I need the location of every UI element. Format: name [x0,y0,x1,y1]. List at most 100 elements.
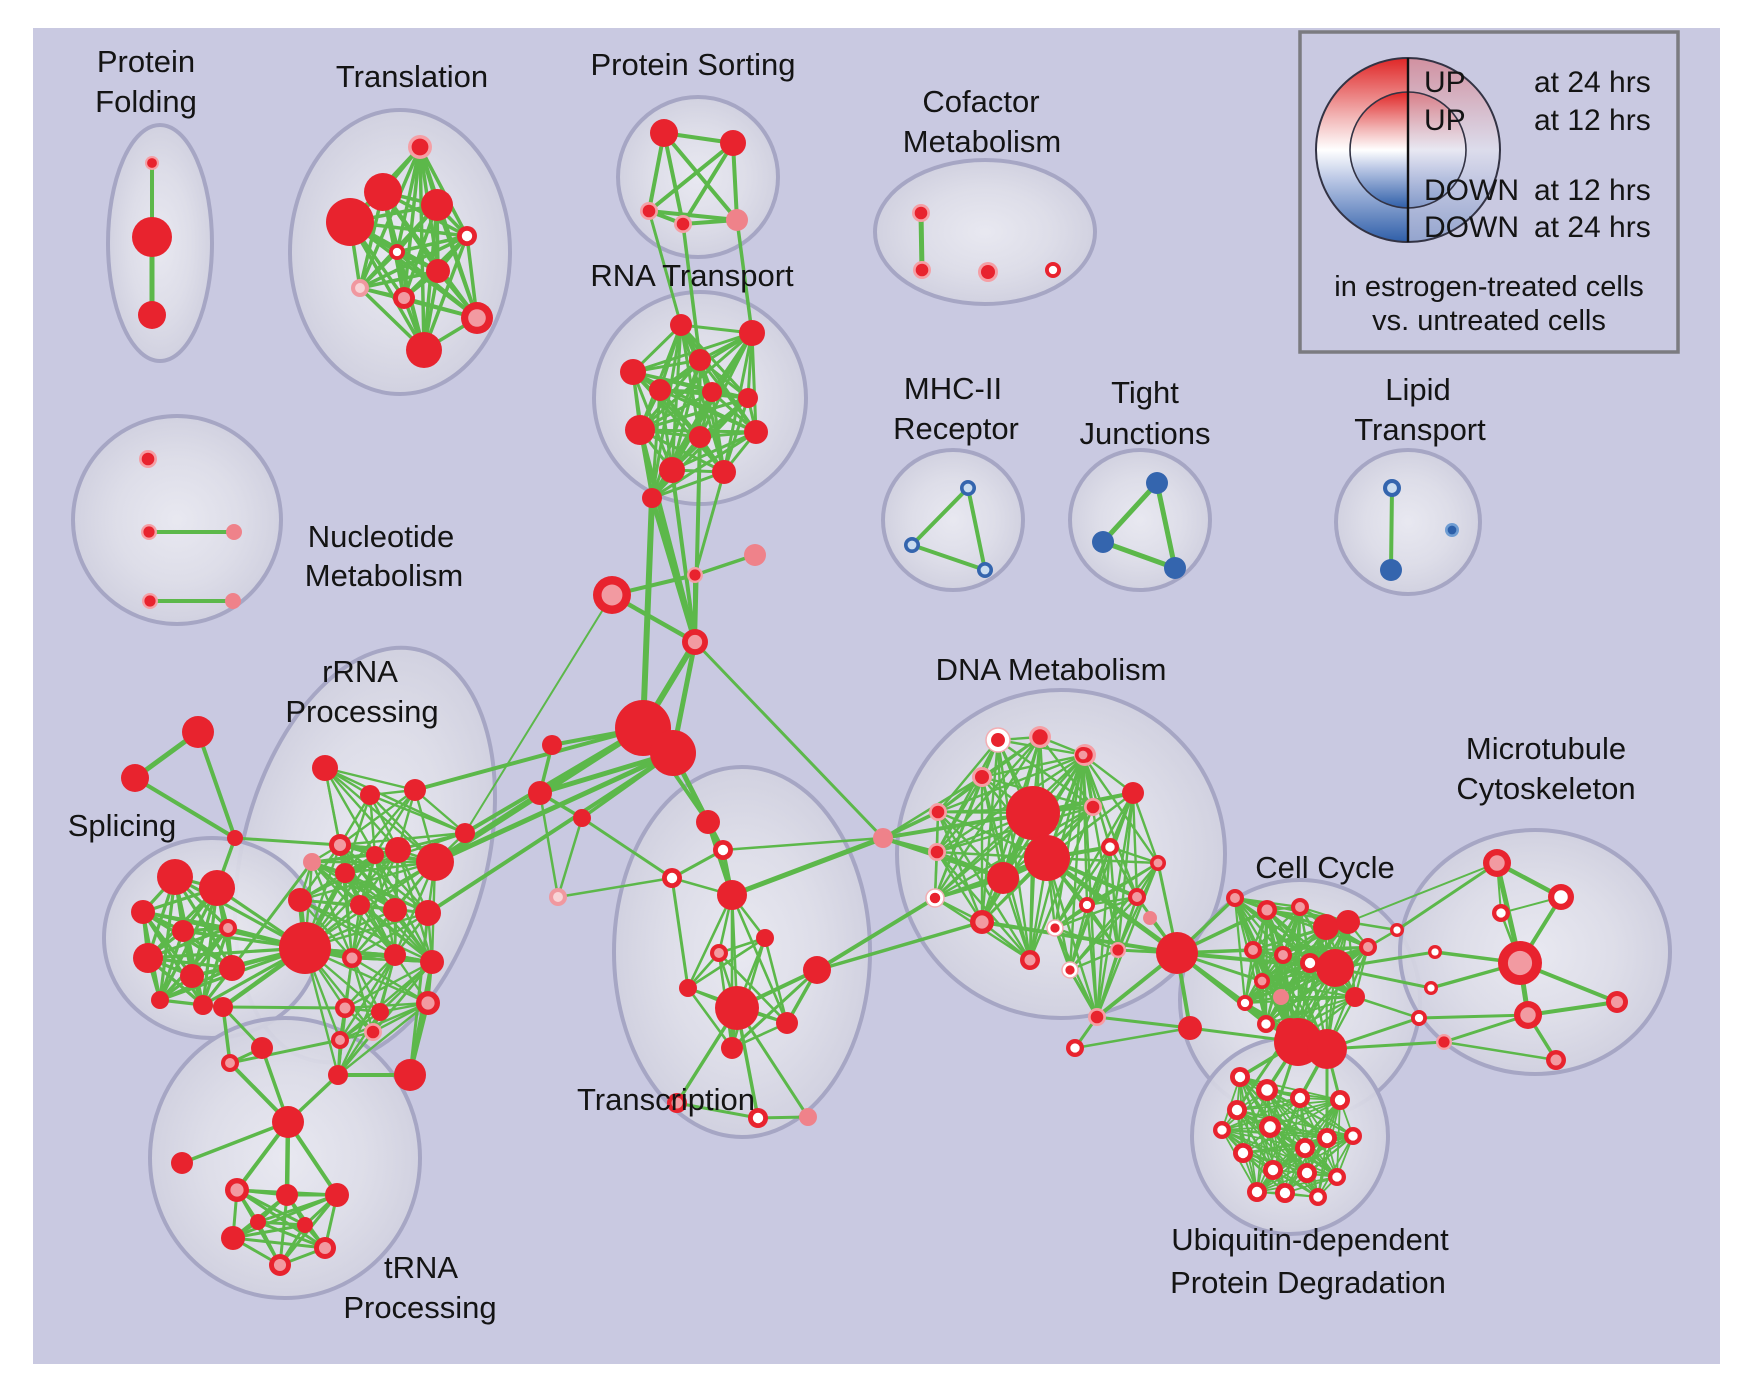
node-b8-center [553,892,563,902]
node-rt12 [712,460,736,484]
edge-cc14-cc18 [1288,945,1370,1034]
edge-u3-u14 [1256,1097,1301,1193]
edge-d19-d24 [1081,753,1120,952]
node-sp1 [157,859,193,895]
node-r17 [420,950,444,974]
node-r18-center [339,1002,351,1014]
node-r14 [279,922,331,974]
node-u10-center [1237,1147,1249,1159]
edge-r2-r7 [368,793,377,857]
node-d18-center [1153,858,1163,868]
node-r21-center [335,1035,345,1045]
node-d13-center [929,892,941,904]
edge-cc12-cc17 [1243,995,1357,1005]
edge-r18-r20 [343,1001,430,1010]
node-mt10-center [1438,1036,1450,1048]
edge-tr2-p1 [721,836,885,852]
edge-u3-u5 [1236,1097,1301,1111]
edge-d21-d24 [1081,753,1099,1019]
edge-mh2-mh3 [910,543,987,572]
cluster-label-nucleotide-metabolism-line1: Nucleotide [308,519,454,554]
node-b1-center [689,569,701,581]
node-x5 [394,1059,426,1091]
node-t8-center [355,283,365,293]
edge-u12-u17 [1221,1129,1308,1174]
node-mh1-center [963,483,973,493]
node-ps2 [720,130,746,156]
node-tr10 [721,1037,743,1059]
edge-r13-r15 [350,911,430,960]
node-mt8-center [1610,995,1624,1009]
node-t4 [421,189,453,221]
cluster-label-trna-processing-line2: Processing [343,1290,496,1325]
cluster-label-rna-transport-line1: RNA Transport [590,258,794,293]
edge-d22-d25 [1073,1026,1192,1050]
node-rt11 [659,457,685,483]
edge-ps2-ps3 [647,141,735,213]
node-cc6-center [1248,945,1258,955]
node-tj1 [1146,472,1168,494]
node-d23-center [1024,954,1036,966]
cluster-cofactor-metabolism [873,158,1097,306]
legend-direction-label-4: DOWN [1424,211,1519,244]
edge-d5-d23 [936,810,1032,962]
cluster-mhc-ii-receptor [881,448,1025,592]
node-sp4 [172,920,194,942]
node-t7 [426,259,450,283]
cluster-tight-junctions [1068,448,1212,592]
node-cc10-center [1257,976,1267,986]
node-sp2 [199,870,235,906]
node-tn0 [272,1106,304,1138]
node-b2 [744,544,766,566]
node-u7-center [1299,1142,1311,1154]
node-d12-center [1086,800,1100,814]
node-u11-center [1267,1164,1279,1176]
edge-mt9-mt7 [1417,1013,1530,1020]
node-tr5 [756,929,774,947]
node-x1-center [225,1058,235,1068]
edge-rt12-rt13 [650,470,726,500]
edge-tr5-tr7 [686,936,767,990]
edge-cc7-cc18 [1281,945,1370,957]
node-tr3-center [666,872,678,884]
node-u6-center [1264,1121,1276,1133]
node-tn1-center [230,1183,244,1197]
node-mt1-center [1489,855,1505,871]
edge-r2-r23 [368,793,467,835]
cluster-label-lipid-transport-line2: Transport [1354,412,1486,447]
edge-d10-d17 [1108,845,1139,899]
edge-sp6-r14 [146,946,307,960]
edge-d17-d24 [1081,753,1139,899]
cluster-label-cell-cycle-line1: Cell Cycle [1255,850,1395,885]
edge-u4-u5 [1236,1099,1341,1111]
node-d9 [987,862,1019,894]
edge-r16-r21 [338,953,397,1042]
node-mt12-center [1550,1054,1562,1066]
cluster-label-nucleotide-metabolism-line2: Metabolism [305,558,464,593]
node-t2 [326,198,374,246]
edge-cc5-mt1 [1347,862,1498,923]
node-rt13 [642,488,662,508]
edge-rt8-b4 [637,427,698,645]
edge-b8-tr3 [556,876,674,899]
edge-d10-d19 [1108,845,1120,952]
node-sp6 [133,943,163,973]
edge-hb1-r3 [413,726,645,792]
node-d4-center [975,770,989,784]
edge-r1-r23 [323,766,467,835]
node-st2 [121,764,149,792]
cluster-label-protein-sorting-line1: Protein Sorting [590,47,795,82]
edge-u3-u17 [1221,1097,1301,1131]
cluster-trna-processing [148,1016,422,1300]
edge-t4-t9 [402,203,439,300]
edge-d11-d19 [1116,791,1135,952]
nodes [121,119,1628,1276]
edge-r16-x4 [336,953,397,1077]
edge-tj1-tj2 [1100,480,1160,545]
edge-d11-d18 [1131,791,1160,865]
edge-tr4-p1 [729,835,886,898]
node-r16 [384,944,406,966]
node-cm2-center [915,263,929,277]
